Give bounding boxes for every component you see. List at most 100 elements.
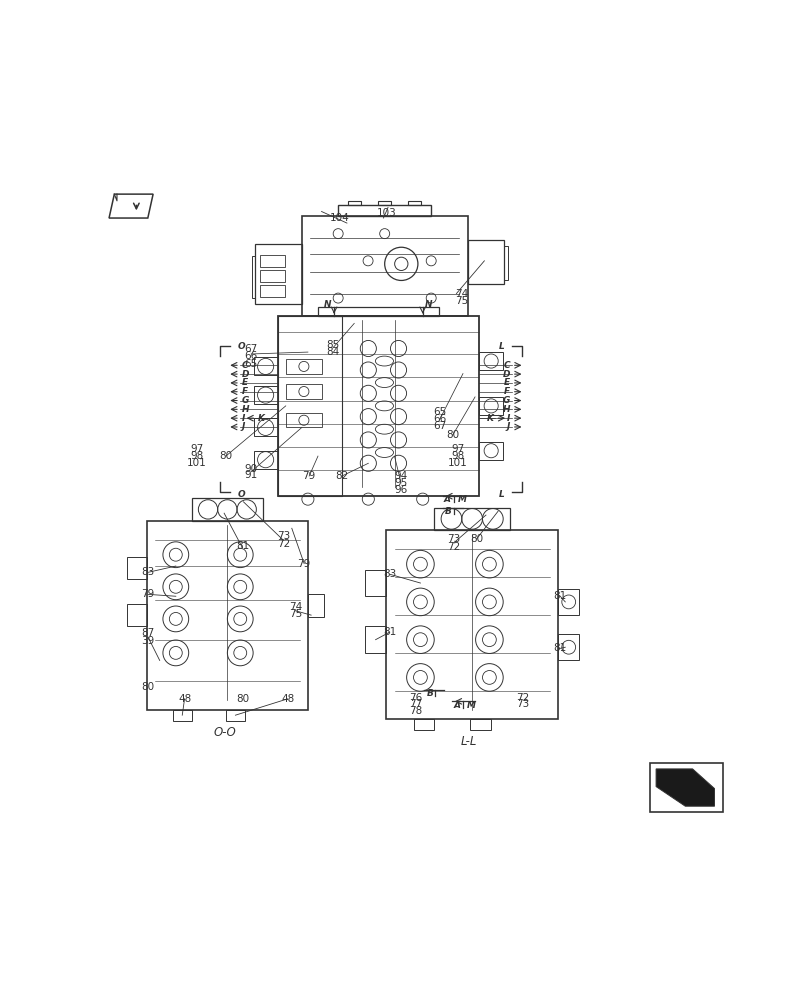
Bar: [127, 557, 147, 579]
Text: 66: 66: [433, 414, 446, 424]
Bar: [470, 719, 491, 730]
Text: H: H: [502, 405, 509, 414]
Bar: [337, 205, 431, 216]
Bar: [191, 498, 263, 521]
Text: I: I: [506, 414, 509, 423]
Text: 81: 81: [552, 591, 565, 601]
Text: 74: 74: [454, 289, 467, 299]
Text: E: E: [503, 378, 509, 387]
Text: O-O: O-O: [213, 726, 236, 739]
Text: I: I: [242, 414, 245, 423]
Text: 73: 73: [516, 699, 529, 709]
Text: 73: 73: [277, 531, 290, 541]
Text: N: N: [424, 300, 432, 309]
Text: G: G: [502, 396, 509, 405]
Bar: [650, 763, 723, 812]
Text: 39: 39: [141, 636, 155, 646]
Text: F: F: [242, 387, 247, 396]
Bar: [558, 634, 578, 660]
Text: B: B: [427, 689, 433, 698]
Text: 101: 101: [447, 458, 467, 468]
Text: 98: 98: [450, 451, 464, 461]
Text: 98: 98: [191, 451, 204, 461]
Text: L: L: [498, 490, 504, 499]
Bar: [260, 285, 285, 297]
Bar: [365, 570, 385, 596]
Text: 75: 75: [454, 296, 467, 306]
Text: 84: 84: [326, 347, 339, 357]
Bar: [467, 240, 504, 284]
Bar: [558, 589, 578, 615]
Polygon shape: [655, 769, 714, 806]
Bar: [413, 719, 434, 730]
Text: L: L: [498, 342, 504, 351]
Text: 66: 66: [244, 351, 258, 361]
Text: 80: 80: [445, 430, 459, 440]
Text: 79: 79: [297, 559, 311, 569]
Text: A: A: [443, 495, 449, 504]
Bar: [277, 316, 341, 496]
Bar: [348, 201, 361, 205]
Bar: [285, 413, 322, 427]
Text: 77: 77: [409, 699, 423, 709]
Text: 79: 79: [303, 471, 315, 481]
Text: 72: 72: [516, 693, 529, 703]
Text: E: E: [242, 378, 247, 387]
Bar: [251, 256, 255, 298]
Text: L-L: L-L: [461, 735, 477, 748]
Text: 80: 80: [470, 534, 483, 544]
Text: 80: 80: [236, 694, 249, 704]
Text: 96: 96: [394, 485, 407, 495]
Bar: [385, 530, 558, 719]
Bar: [307, 594, 324, 617]
Text: 97: 97: [191, 444, 204, 454]
Bar: [365, 626, 385, 653]
Text: 85: 85: [326, 340, 339, 350]
Text: 74: 74: [289, 602, 302, 612]
Text: 65: 65: [433, 407, 446, 417]
Text: O: O: [237, 342, 245, 351]
Text: O: O: [237, 490, 245, 499]
Bar: [255, 244, 301, 304]
Text: 67: 67: [433, 421, 446, 431]
Text: 94: 94: [394, 471, 407, 481]
Text: 81: 81: [235, 541, 249, 551]
Text: J: J: [506, 422, 509, 431]
Bar: [225, 710, 245, 721]
Bar: [478, 442, 503, 460]
Text: 80: 80: [141, 682, 154, 692]
Bar: [285, 359, 322, 374]
Text: 101: 101: [187, 458, 207, 468]
Bar: [173, 710, 191, 721]
Text: D: D: [242, 370, 249, 379]
Text: 73: 73: [447, 534, 460, 544]
Bar: [285, 384, 322, 399]
Bar: [253, 418, 277, 436]
Bar: [434, 508, 509, 530]
Bar: [407, 201, 421, 205]
Text: 81: 81: [552, 643, 565, 653]
Text: 82: 82: [335, 471, 348, 481]
Bar: [277, 316, 478, 496]
Text: 95: 95: [394, 478, 407, 488]
Text: 48: 48: [281, 694, 294, 704]
Text: 76: 76: [409, 693, 423, 703]
Bar: [127, 604, 147, 626]
Bar: [478, 397, 503, 415]
Text: 80: 80: [219, 451, 233, 461]
Text: A: A: [453, 701, 461, 710]
Bar: [378, 201, 391, 205]
Text: 65: 65: [244, 359, 258, 369]
Text: M: M: [457, 495, 466, 504]
Text: G: G: [242, 396, 249, 405]
Text: 72: 72: [277, 539, 290, 549]
Text: N: N: [324, 300, 332, 309]
Bar: [478, 352, 503, 370]
Text: F: F: [503, 387, 509, 396]
Text: B: B: [444, 507, 451, 516]
Bar: [253, 386, 277, 404]
Text: 83: 83: [383, 569, 396, 579]
Text: K: K: [258, 414, 265, 423]
Text: K: K: [486, 414, 493, 423]
Bar: [504, 246, 507, 280]
